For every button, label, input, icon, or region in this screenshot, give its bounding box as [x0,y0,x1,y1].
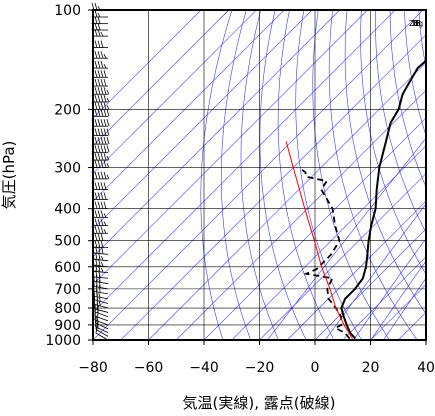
y-tick-label: 400 [54,202,81,218]
y-tick-label: 500 [54,234,81,250]
x-tick-label: 40 [417,360,435,376]
y-tick-label: 800 [54,301,81,317]
x-tick-label: −40 [189,360,219,376]
wind-barb-flag [95,305,96,312]
y-tick-label: 100 [54,3,81,19]
x-tick-label: 20 [362,360,380,376]
x-tick-label: −60 [134,360,164,376]
x-tick-label: −20 [245,360,275,376]
mixing-ratio-label: 20g [409,19,424,28]
y-axis-title: 気圧(hPa) [0,141,18,210]
y-tick-label: 900 [54,318,81,334]
x-axis-title: 気温(実線), 露点(破線) [183,394,336,412]
x-tick-label: 0 [311,360,320,376]
y-tick-label: 200 [54,102,81,118]
y-tick-label: 700 [54,282,81,298]
y-tick-label: 600 [54,260,81,276]
y-tick-label: 300 [54,160,81,176]
y-tick-label: 1000 [45,333,81,349]
x-tick-label: −80 [78,360,108,376]
